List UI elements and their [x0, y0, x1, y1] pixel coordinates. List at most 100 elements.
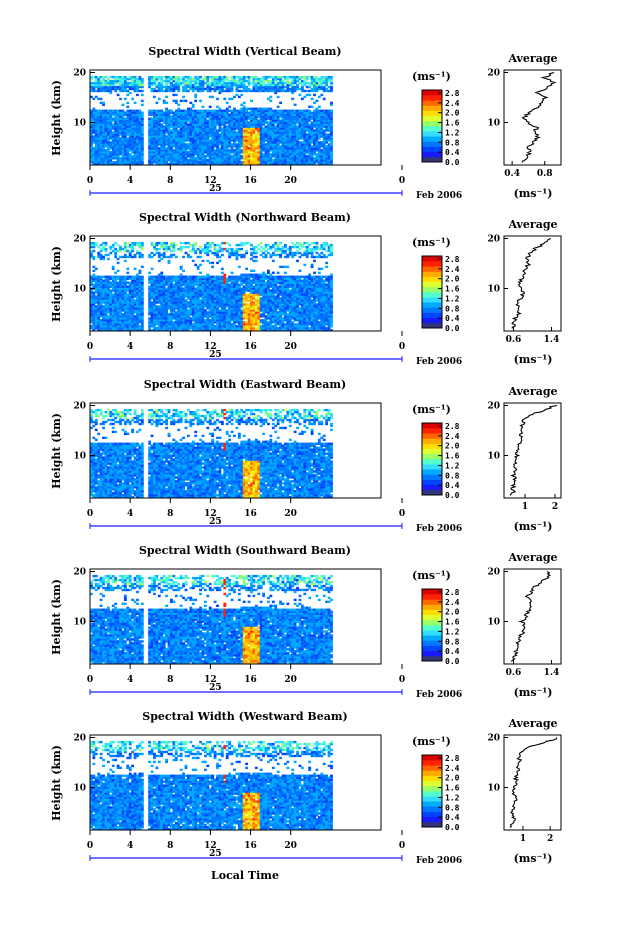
heat-cell [162, 319, 166, 322]
heat-cell [259, 163, 263, 165]
heat-cell [165, 311, 168, 314]
heat-cell [322, 123, 326, 126]
heat-cell [252, 151, 256, 154]
heat-cell [99, 75, 103, 79]
heat-cell [155, 251, 159, 255]
heat-cell [102, 117, 105, 120]
heat-cell [109, 155, 113, 158]
heat-cell [199, 301, 202, 304]
heat-cell [237, 151, 241, 154]
heat-cell [133, 85, 137, 89]
heat-cell [148, 291, 152, 294]
heat-cell [288, 117, 292, 120]
heat-cell [140, 305, 144, 308]
heat-cell [128, 161, 132, 164]
heat-cell [104, 253, 108, 257]
heat-cell [199, 281, 202, 284]
heat-cell [111, 287, 115, 290]
heat-cell [102, 255, 105, 259]
heat-cell [296, 117, 299, 120]
heat-cell [133, 329, 137, 331]
heat-cell [148, 147, 152, 150]
heat-cell [153, 327, 156, 330]
heat-cell [240, 145, 244, 148]
heat-cell [305, 75, 309, 79]
heat-cell [106, 143, 110, 146]
heat-cell [281, 125, 285, 128]
heat-cell [276, 147, 280, 150]
heat-cell [90, 255, 93, 259]
heat-cell [104, 123, 108, 126]
heat-cell [90, 321, 93, 324]
heat-cell [123, 253, 127, 257]
heat-cell [114, 115, 118, 118]
heat-cell [165, 159, 168, 162]
heat-cell [104, 293, 108, 296]
heat-cell [325, 127, 329, 130]
heat-cell [131, 325, 135, 328]
heat-cell [153, 285, 156, 288]
heat-cell [131, 121, 135, 124]
heat-cell [233, 149, 236, 152]
heat-cell [194, 83, 198, 87]
heat-cell [187, 303, 190, 306]
heat-cell [177, 111, 181, 114]
heat-cell [187, 77, 190, 81]
heat-cell [201, 127, 205, 130]
heat-cell [92, 141, 96, 144]
heat-cell [121, 159, 125, 162]
heat-cell [123, 157, 127, 160]
heat-cell [157, 255, 161, 259]
heat-cell [182, 317, 185, 320]
heat-cell [327, 163, 331, 165]
heat-cell [131, 117, 135, 120]
heat-cell [242, 125, 246, 128]
heat-cell [140, 131, 144, 134]
heat-cell [317, 109, 321, 112]
heat-cell [140, 127, 144, 130]
heat-cell [225, 87, 229, 91]
heat-cell [97, 141, 101, 144]
heat-cell [133, 327, 137, 330]
heat-cell [199, 155, 202, 158]
heat-cell [165, 293, 168, 296]
heat-cell [179, 247, 183, 251]
heat-cell [242, 77, 246, 81]
heat-cell [189, 111, 193, 114]
heat-cell [293, 121, 297, 124]
heat-cell [252, 135, 256, 138]
heat-cell [174, 283, 178, 286]
heat-cell [102, 127, 105, 130]
heat-cell [223, 79, 227, 83]
heat-cell [165, 101, 168, 105]
heat-cell [327, 149, 331, 152]
heat-cell [296, 77, 299, 81]
heat-cell [106, 127, 110, 130]
heat-cell [114, 255, 118, 259]
heat-cell [182, 293, 185, 296]
heat-cell [179, 137, 183, 140]
heat-cell [123, 119, 127, 122]
heat-cell [177, 283, 181, 286]
heat-cell [160, 275, 164, 278]
heat-cell [308, 155, 312, 158]
heat-cell [216, 79, 219, 83]
heat-cell [174, 139, 178, 142]
heat-cell [303, 153, 307, 156]
heat-cell [267, 117, 270, 120]
heat-cell [257, 85, 261, 89]
heat-cell [111, 315, 115, 318]
heat-cell [325, 159, 329, 162]
heat-cell [92, 117, 96, 120]
colorbar-tick-label: 2.8 [445, 89, 460, 98]
heat-cell [150, 287, 154, 290]
heat-cell [286, 113, 290, 116]
heat-cell [252, 81, 256, 85]
heat-cell [123, 245, 127, 249]
heat-cell [189, 293, 193, 296]
heat-cell [184, 275, 188, 278]
heat-cell [279, 127, 282, 130]
heat-cell [206, 125, 210, 128]
heat-cell [172, 243, 176, 247]
heat-cell [90, 139, 93, 142]
